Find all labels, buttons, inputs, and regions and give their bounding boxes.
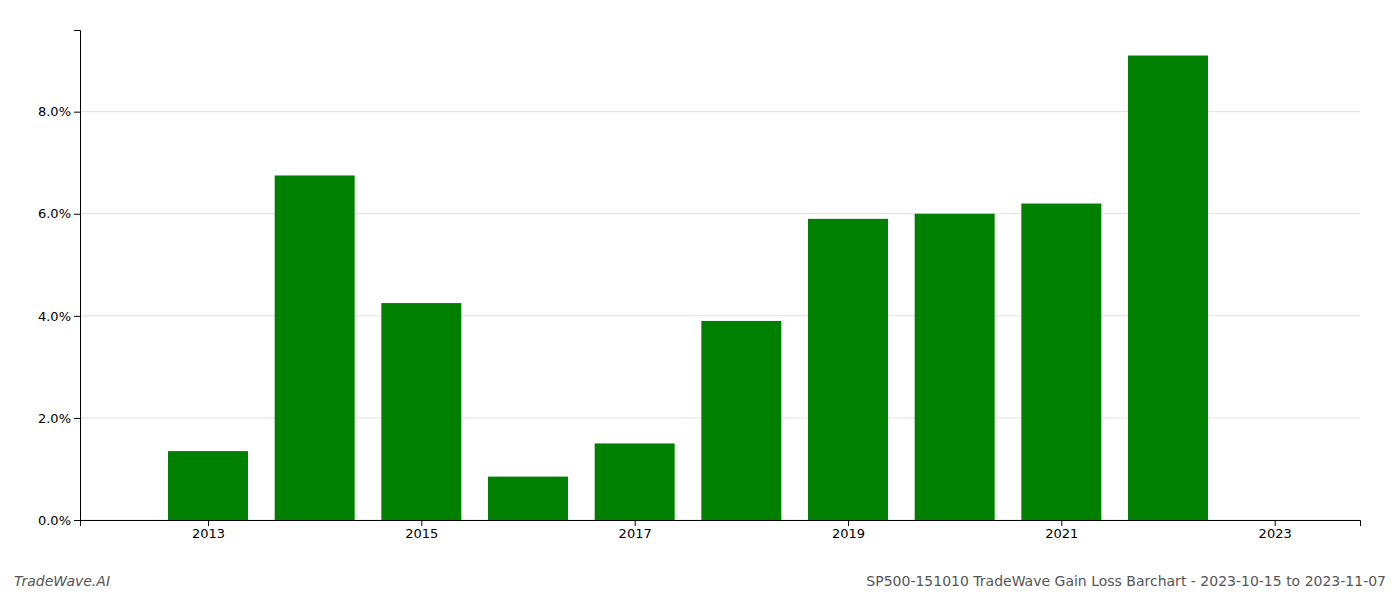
x-tick: 2015 (405, 520, 438, 541)
x-tick-label: 2023 (1259, 526, 1292, 541)
x-tick-mark (1061, 520, 1062, 526)
y-tick-mark (74, 418, 80, 419)
x-tick-label: 2013 (192, 526, 225, 541)
x-tick-label: 2021 (1045, 526, 1078, 541)
bar (275, 175, 355, 520)
x-tick-label: 2017 (619, 526, 652, 541)
plot-area: 0.0% 2.0% 4.0% 6.0% 8.0% 2013 2015 2017 2019 2021… (38, 31, 1361, 542)
bar (1021, 204, 1101, 520)
x-tick: 2023 (1259, 520, 1292, 541)
x-tick-mark (1275, 520, 1276, 526)
y-tick-label: 2.0% (38, 411, 71, 426)
annotation: TradeWave.AI (14, 573, 110, 589)
bar (808, 219, 888, 520)
x-tick: 2019 (832, 520, 865, 541)
x-tick-label: 2015 (405, 526, 438, 541)
y-tick-mark (74, 112, 80, 113)
y-tick: 2.0% (38, 411, 80, 426)
x-tick-mark (208, 520, 209, 526)
bars (168, 56, 1208, 520)
x-tick-mark (848, 520, 849, 526)
annotation: SP500-151010 TradeWave Gain Loss Barchar… (866, 573, 1386, 589)
bar (381, 303, 461, 520)
y-axis-line (74, 31, 81, 521)
bar (595, 443, 675, 520)
y-tick-mark (74, 214, 80, 215)
y-tick: 8.0% (38, 104, 80, 119)
bar (168, 451, 248, 520)
x-tick-mark (635, 520, 636, 526)
y-tick-mark (74, 520, 80, 521)
y-tick-label: 4.0% (38, 308, 71, 323)
x-tick: 2013 (192, 520, 225, 541)
y-tick-label: 8.0% (38, 104, 71, 119)
x-tick: 2017 (619, 520, 652, 541)
x-axis: 2013 2015 2017 2019 2021 2023 (81, 520, 1361, 541)
y-tick: 4.0% (38, 308, 80, 323)
bar (488, 477, 568, 520)
chart-svg: 0.0% 2.0% 4.0% 6.0% 8.0% 2013 2015 2017 2019 2021… (0, 0, 1400, 600)
x-axis-line (81, 521, 1361, 527)
y-axis: 0.0% 2.0% 4.0% 6.0% 8.0% (38, 31, 81, 528)
bar (701, 321, 781, 520)
bar (1128, 56, 1208, 520)
y-tick-mark (74, 316, 80, 317)
y-tick-label: 0.0% (38, 513, 71, 528)
y-tick: 0.0% (38, 513, 80, 528)
y-tick: 6.0% (38, 206, 80, 221)
chart-container: 0.0% 2.0% 4.0% 6.0% 8.0% 2013 2015 2017 2019 2021… (0, 0, 1400, 600)
y-tick-label: 6.0% (38, 206, 71, 221)
x-tick-mark (421, 520, 422, 526)
x-tick: 2021 (1045, 520, 1078, 541)
x-tick-label: 2019 (832, 526, 865, 541)
bar (915, 214, 995, 520)
